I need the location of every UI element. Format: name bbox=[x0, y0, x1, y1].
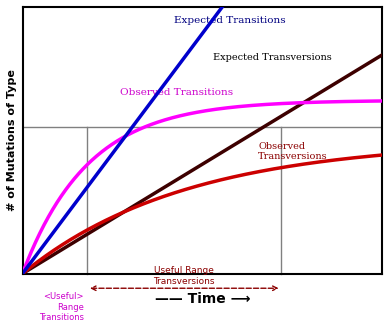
Text: —— Time ⟶: —— Time ⟶ bbox=[154, 292, 250, 306]
Text: Useful Range
Transversions: Useful Range Transversions bbox=[154, 266, 215, 286]
Text: Expected Transversions: Expected Transversions bbox=[213, 53, 332, 62]
Text: Observed
Transversions: Observed Transversions bbox=[258, 141, 328, 161]
Text: Observed Transitions: Observed Transitions bbox=[119, 88, 233, 97]
Y-axis label: # of Mutations of Type: # of Mutations of Type bbox=[7, 69, 17, 211]
Text: Expected Transitions: Expected Transitions bbox=[173, 16, 285, 25]
Text: <Useful>
Range
Transitions: <Useful> Range Transitions bbox=[39, 292, 84, 322]
